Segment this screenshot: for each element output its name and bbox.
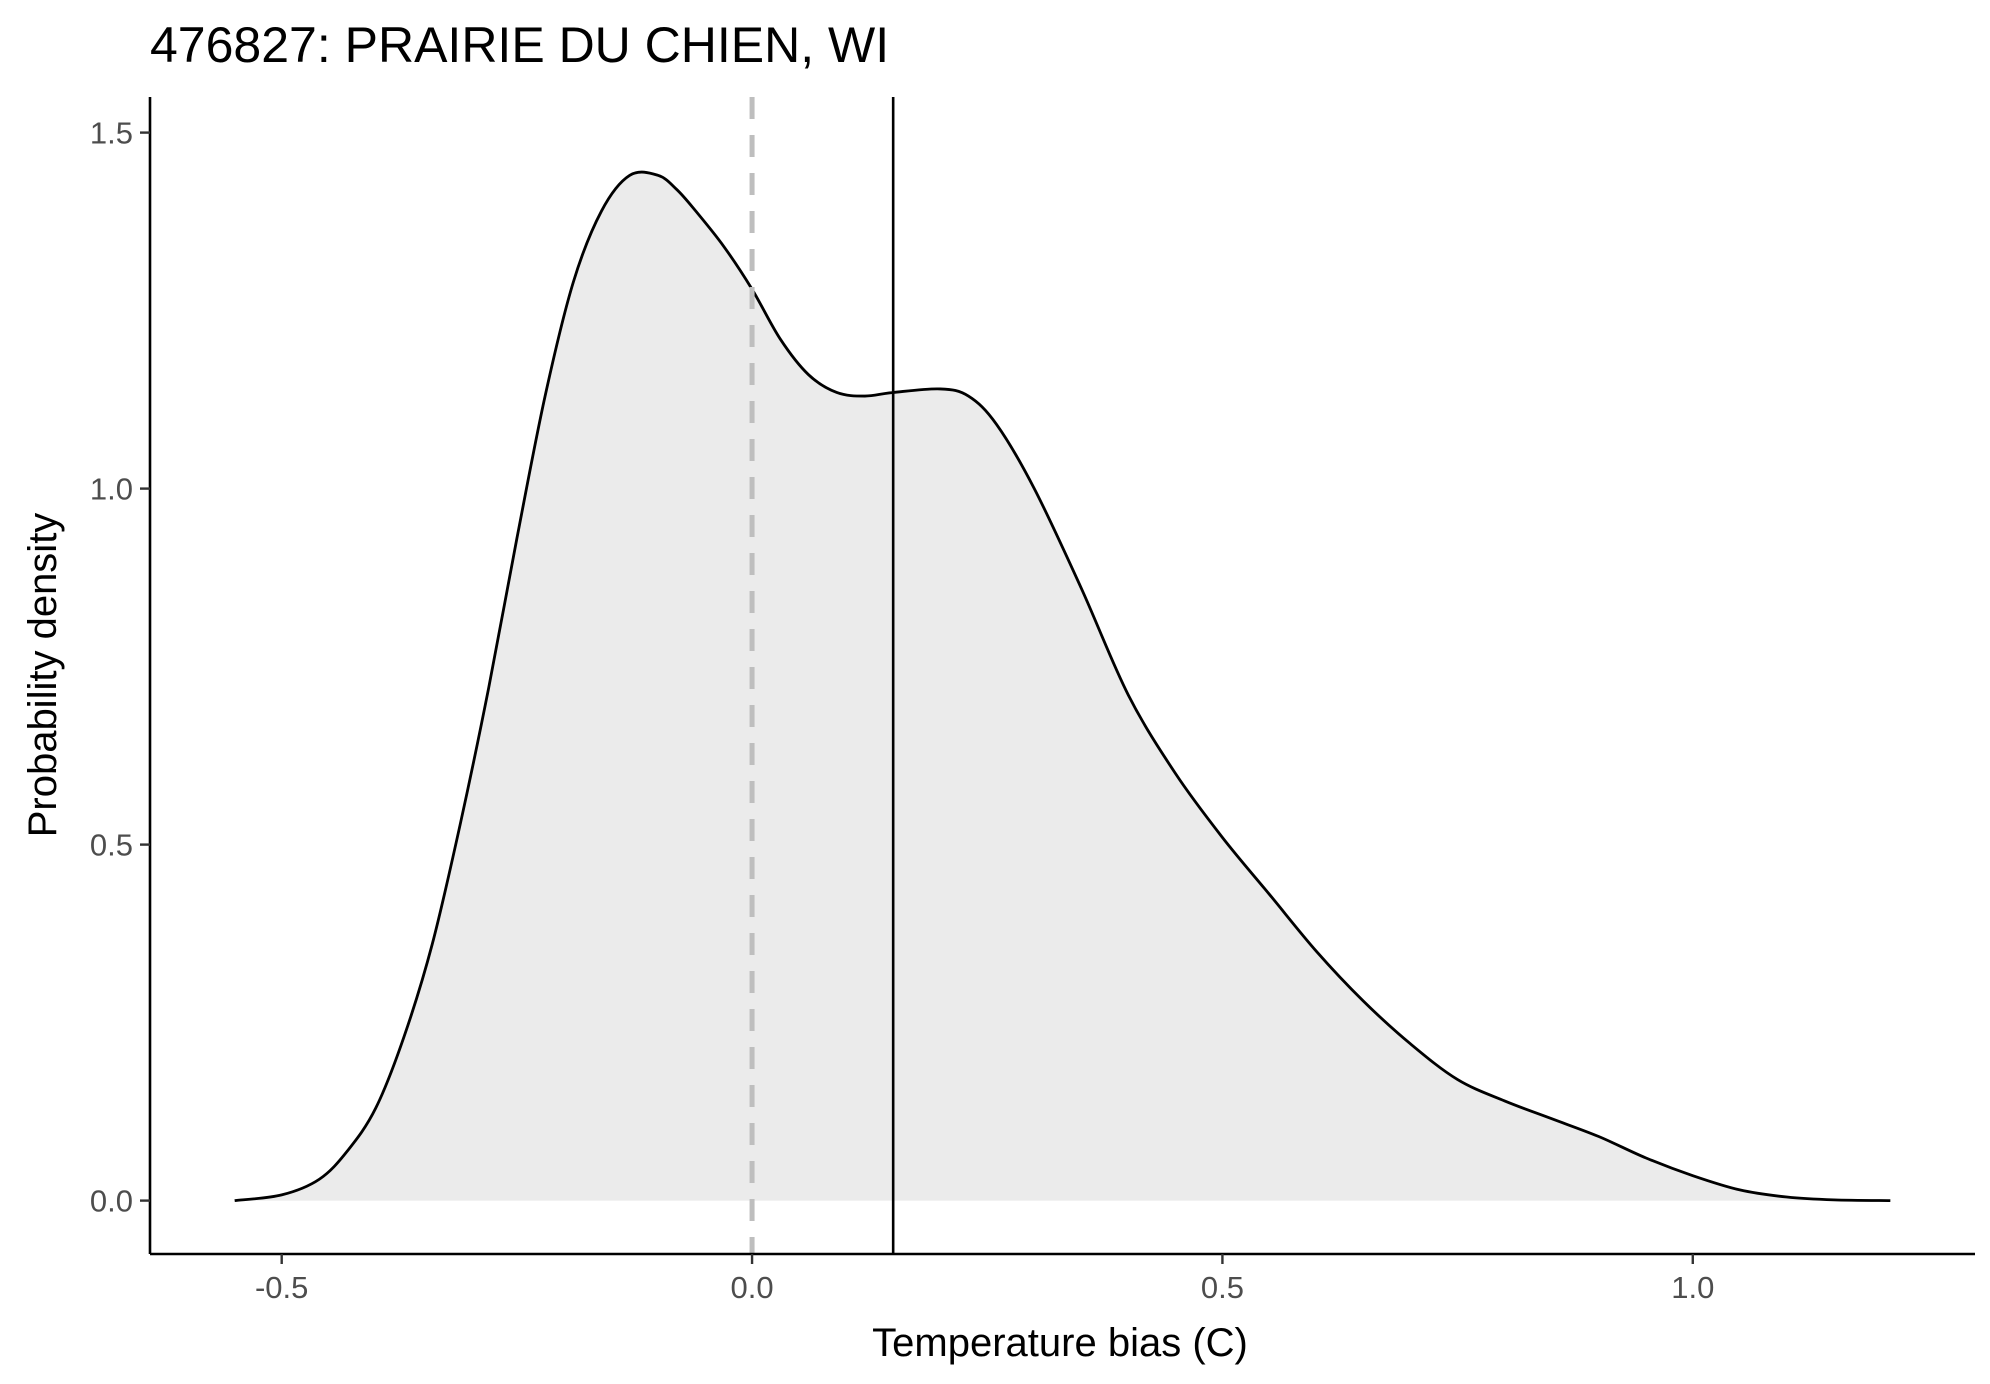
- y-tick-label: 1.5: [90, 116, 133, 151]
- y-axis-title: Probability density: [21, 513, 65, 838]
- x-tick-label: -0.5: [255, 1270, 308, 1305]
- x-tick-label: 1.0: [1671, 1270, 1714, 1305]
- y-tick-label: 0.5: [90, 828, 133, 863]
- density-area: [234, 172, 1891, 1201]
- density-line: [234, 170, 1891, 1202]
- chart-title: 476827: PRAIRIE DU CHIEN, WI: [150, 17, 889, 73]
- x-axis-title: Temperature bias (C): [872, 1321, 1248, 1365]
- y-tick-label: 0.0: [90, 1184, 133, 1219]
- plot-area: [234, 97, 1891, 1254]
- y-tick-label: 1.0: [90, 472, 133, 507]
- y-axis: 0.0 0.5 1.0 1.5: [90, 97, 152, 1254]
- x-axis: -0.5 0.0 0.5 1.0: [150, 1252, 1975, 1305]
- x-tick-label: 0.5: [1201, 1270, 1244, 1305]
- x-tick-label: 0.0: [731, 1270, 774, 1305]
